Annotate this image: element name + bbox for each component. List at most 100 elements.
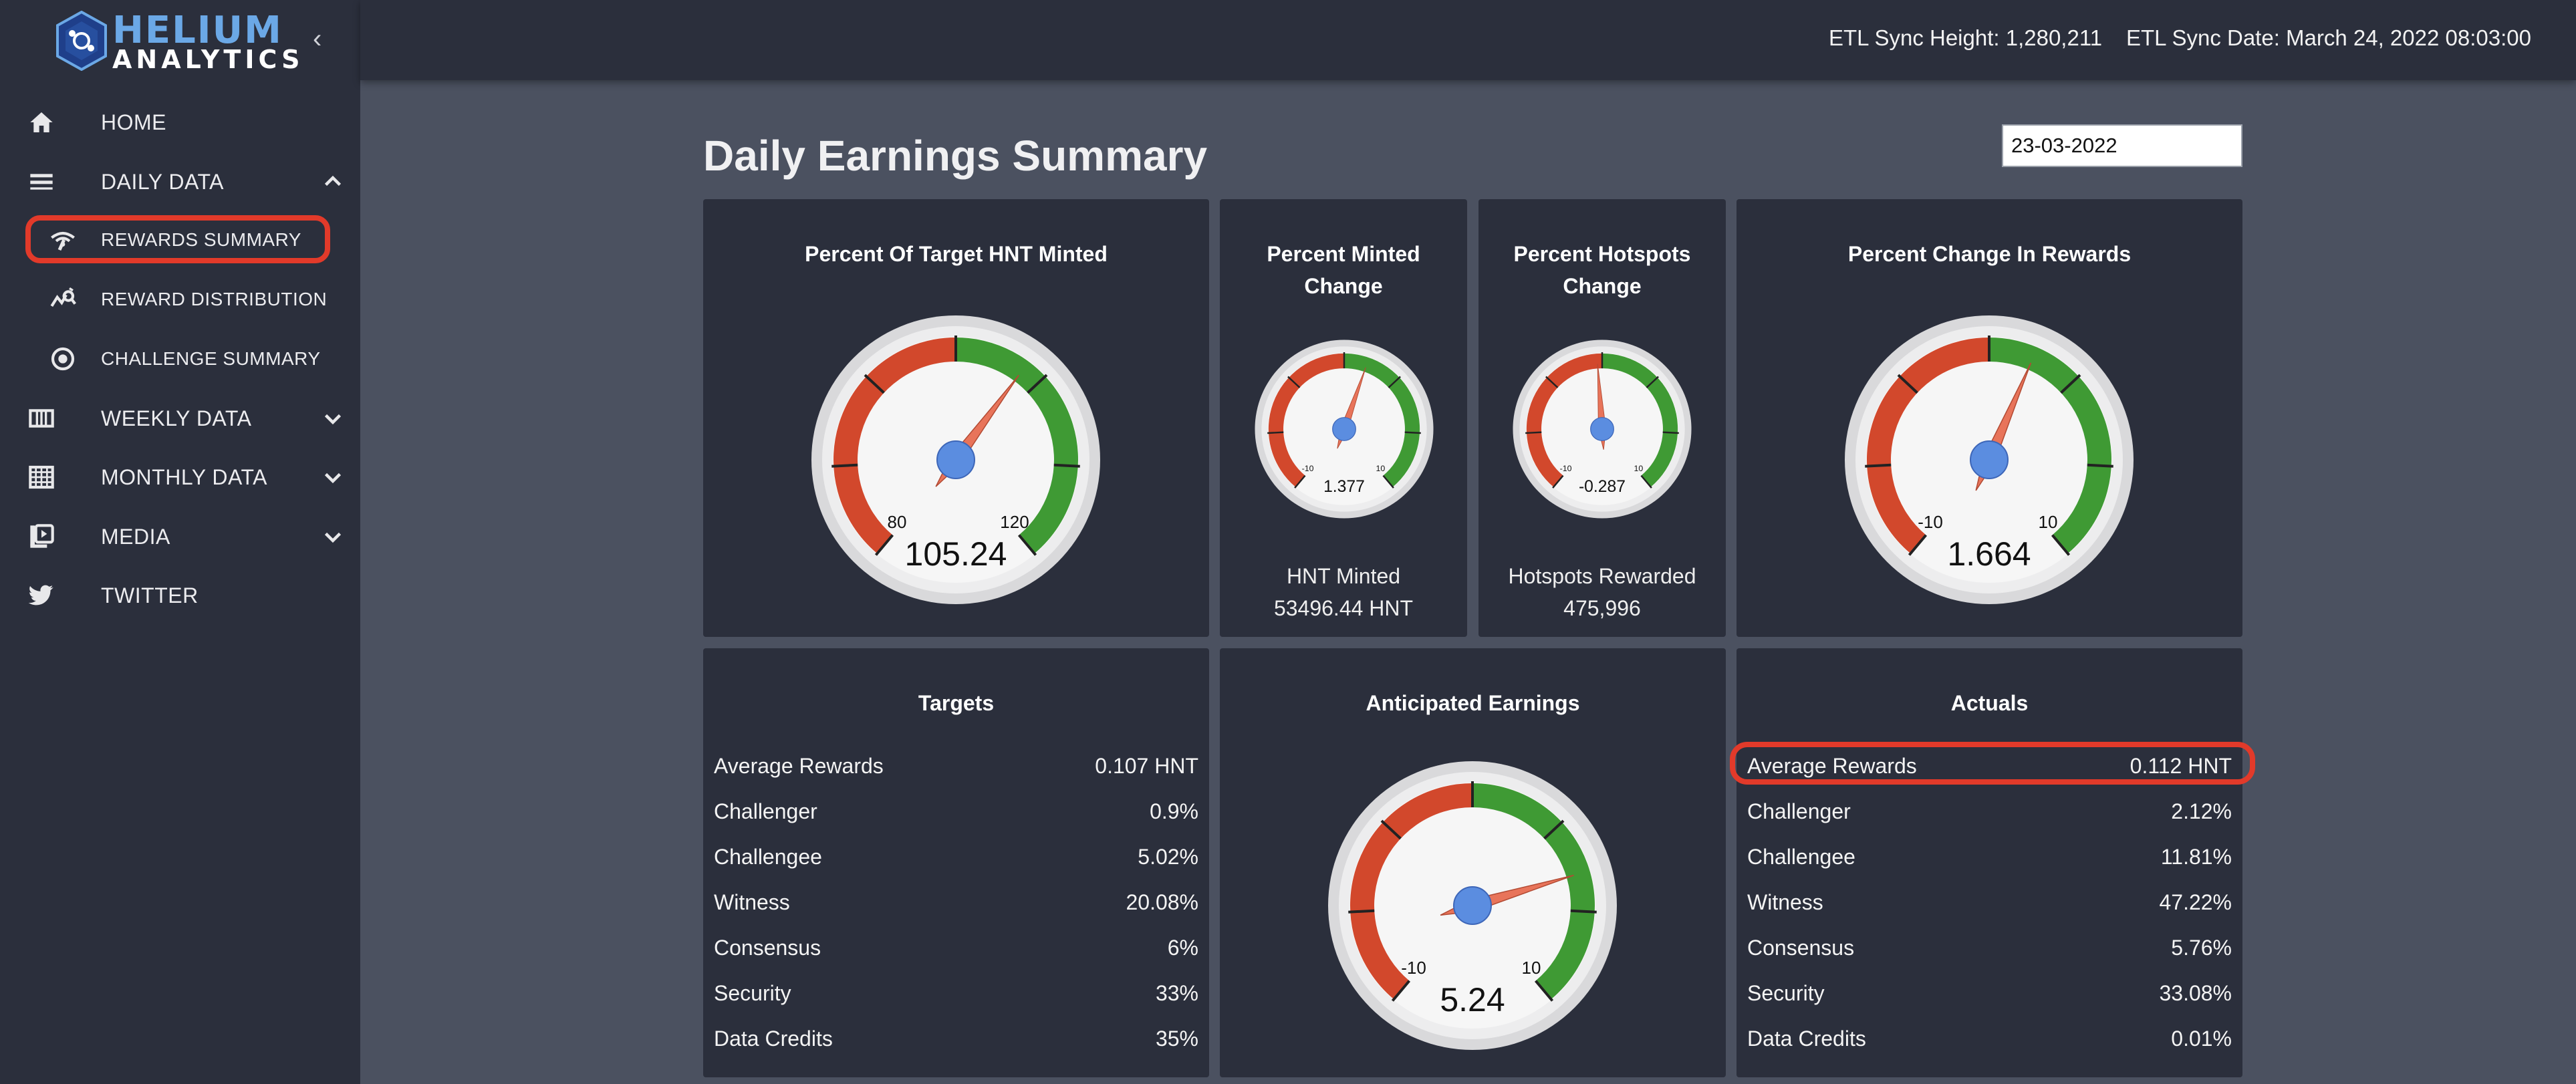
table-row: Consensus 5.76% [1747,930,2232,964]
table-row: Consensus 6% [714,930,1198,964]
card-percent-hotspots-change: Percent Hotspots Change -10 10 -0.287 Hots… [1478,199,1726,637]
hotspots-rewarded-label: Hotspots Rewarded [1508,564,1696,588]
sidebar-item-label: MEDIA [101,524,170,549]
gauge-value: 5.24 [1440,981,1505,1019]
card-title-line1: Percent Minted [1267,242,1420,266]
gauge-tick [1382,475,1394,489]
table-row: Data Credits 0.01% [1747,1021,2232,1055]
gauge-red-band [1350,783,1473,1000]
sidebar-item-label: REWARDS SUMMARY [101,229,301,250]
daily-data-icon [27,167,56,196]
row-value: 33% [1155,981,1198,1005]
table-row: Challengee 5.02% [714,839,1198,873]
gauge-red-band [1268,353,1345,487]
page-title: Daily Earnings Summary [703,132,1208,180]
date-picker-input[interactable] [2002,124,2242,167]
table-row: Security 33.08% [1747,976,2232,1009]
row-label: Challengee [1747,845,1855,869]
table-row: Average Rewards 0.107 HNT [714,749,1198,782]
gauge-value: 105.24 [905,535,1007,573]
gauge-max-label: 120 [1000,512,1029,532]
gauge-tick [1027,374,1048,394]
distribution-icon [48,285,78,314]
gauge-green-band [1343,353,1420,487]
brand-line1: HELIUM [112,9,283,52]
gauge-target-minted: 80 120 105.24 [811,315,1100,604]
gauge-hub [1970,440,2009,479]
gauge-tick [1348,909,1375,914]
table-row: Witness 47.22% [1747,885,2232,918]
sidebar-item-challenge-summary[interactable]: CHALLENGE SUMMARY [0,335,360,383]
gauge-tick [1552,475,1564,489]
sidebar-item-media[interactable]: MEDIA [0,513,360,561]
sidebar-item-label: HOME [101,110,166,134]
card-target-hnt-minted: Percent Of Target HNT Minted 80 120 105.24 [703,199,1209,637]
hotspots-rewarded-value: 475,996 [1563,596,1641,620]
gauge-hub [1453,886,1492,925]
gauge-value: 1.377 [1323,478,1365,496]
gauge-rewards-change: -10 10 1.664 [1845,315,2134,604]
chevron-down-icon [324,472,342,484]
sidebar-item-label: MONTHLY DATA [101,464,267,489]
sidebar-item-twitter[interactable]: TWITTER [0,571,360,620]
row-label: Average Rewards [1747,754,1917,778]
gauge-min-label: -10 [1302,464,1314,473]
row-value: 0.01% [2171,1027,2232,1051]
helium-hex-logo-icon [56,11,107,71]
row-value: 11.81% [2160,845,2232,869]
gauge-tick [2087,463,2113,468]
row-label: Data Credits [1747,1027,1866,1051]
row-value: 47.22% [2159,890,2232,914]
gauge-tick [1534,980,1554,1002]
sidebar-item-label: DAILY DATA [101,169,225,194]
card-actuals: Actuals Average Rewards 0.112 HNT Challeng… [1736,648,2242,1077]
gauge-tick [874,534,894,556]
row-value: 2.12% [2171,799,2232,823]
table-row: Data Credits 35% [714,1021,1198,1055]
weekly-icon [27,404,56,433]
row-label: Challengee [714,845,822,869]
gauge-hotspots-change: -10 10 -0.287 [1513,340,1692,519]
gauge-max-label: 10 [1522,958,1541,978]
gauge-tick [1646,376,1659,388]
row-value: 35% [1155,1027,1198,1051]
gauge-tick [1287,376,1301,388]
gauge-green-band [1472,783,1595,1000]
active-item-highlight [25,215,330,263]
home-icon [27,108,56,137]
row-label: Data Credits [714,1027,833,1051]
row-label: Consensus [1747,936,1855,960]
gauge-tick [831,463,858,468]
table-row: Challenger 2.12% [1747,794,2232,827]
row-label: Challenger [1747,799,1851,823]
chevron-left-icon[interactable]: ‹ [313,24,322,53]
gauge-tick [1017,534,1037,556]
row-label: Security [1747,981,1825,1005]
gauge-green-band [1988,337,2111,554]
sidebar-item-reward-distribution[interactable]: REWARD DISTRIBUTION [0,275,360,323]
sidebar-item-daily-data[interactable]: DAILY DATA [0,158,360,206]
brand-logo[interactable]: HELIUM ANALYTICS [55,11,302,72]
gauge-red-band [1867,337,1990,554]
gauge-tick [1545,376,1559,388]
gauge-tick [2051,534,2071,556]
gauge-min-label: -10 [1560,464,1572,473]
top-header: ETL Sync Height: 1,280,211 ETL Sync Date… [360,0,2576,80]
sidebar-item-home[interactable]: HOME [0,98,360,146]
sidebar-item-rewards-summary[interactable]: REWARDS SUMMARY [0,216,360,264]
card-percent-minted-change: Percent Minted Change -10 10 1.377 HNT Min… [1220,199,1467,637]
gauge-value: -0.287 [1579,478,1626,496]
hnt-minted-label: HNT Minted [1286,564,1401,588]
media-icon [27,522,56,551]
card-percent-change-rewards: Percent Change In Rewards -10 10 1.664 [1736,199,2242,637]
gauge-tick [1640,475,1652,489]
sidebar-item-monthly-data[interactable]: MONTHLY DATA [0,453,360,501]
rewards-icon [48,225,78,255]
gauge-min-label: -10 [1918,512,1943,532]
sidebar-item-weekly-data[interactable]: WEEKLY DATA [0,394,360,442]
card-anticipated-earnings: Anticipated Earnings -10 10 5.24 [1220,648,1726,1077]
row-label: Witness [1747,890,1823,914]
gauge-tick [1294,475,1306,489]
gauge-hub [1590,417,1614,441]
gauge-tick [1543,819,1565,840]
